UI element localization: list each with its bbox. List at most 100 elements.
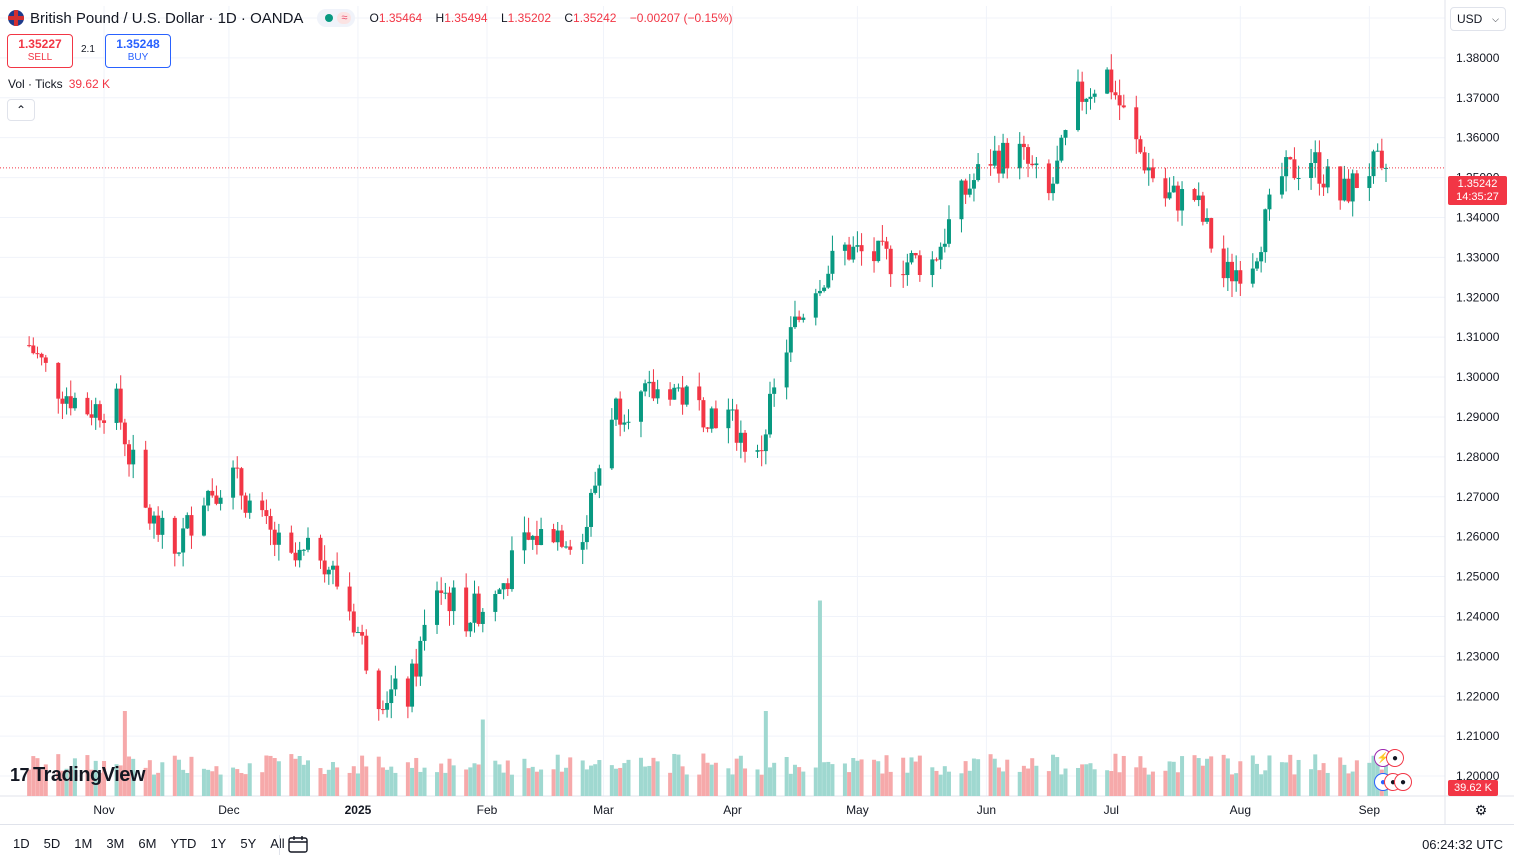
volume-bar [160,762,165,796]
volume-bar [68,769,73,796]
volume-bar [1205,758,1210,796]
range-6m[interactable]: 6M [138,836,157,851]
volume-bar [705,762,710,796]
candle-body [268,516,273,530]
candle-body [655,389,660,399]
candle-body [131,449,136,465]
us-flag-event-icon[interactable]: ● [1394,773,1412,791]
volume-bar [559,771,564,796]
volume-bar [1150,771,1155,796]
candle-body [788,327,793,353]
candle-body [330,565,335,570]
range-5y[interactable]: 5Y [240,836,257,851]
candle-body [1375,150,1380,152]
volume-bar [301,764,306,796]
range-3m[interactable]: 3M [106,836,125,851]
uk-flag-event-icon[interactable]: ● [1386,749,1404,767]
buy-button[interactable]: 1.35248 BUY [105,34,171,68]
last-price-value: 1.35242 [1457,178,1498,190]
candle-body [480,611,485,624]
y-tick-label: 1.28000 [1456,450,1500,464]
volume-bar [522,758,527,796]
volume-bar [1346,773,1351,796]
volume-bar [260,772,265,796]
candle-body [231,467,236,498]
candle-body [1196,195,1201,201]
volume-bar [355,773,360,796]
volume-bar [364,766,369,796]
volume-bar [60,770,65,796]
volume-bar [876,761,881,796]
volume-bar [701,753,706,796]
candle-body [859,245,864,252]
candle-body [534,535,539,546]
candle-body [1338,166,1343,201]
volume-bar [422,767,427,796]
candle-body [1234,270,1239,282]
volume-bar [231,767,236,796]
candle-body [27,345,32,347]
candle-body [1063,130,1068,138]
candle-body [306,537,310,550]
events-icons[interactable]: ⚡ ● ● ● ● [1374,747,1414,795]
range-5d[interactable]: 5D [43,836,61,851]
volume-legend[interactable]: Vol · Ticks 39.62 K [8,77,110,91]
volume-bar [31,756,36,796]
last-price-label: 1.35242 14:35:27 [1448,176,1507,205]
x-tick-label: Jun [977,803,996,817]
market-status-pill[interactable]: ≈ [317,9,356,27]
volume-bar [476,764,481,796]
candle-body [738,432,743,443]
volume-bar [335,767,340,796]
candle-body [422,624,427,641]
volume-bar [1109,770,1114,796]
volume-bar [1238,761,1243,796]
candle-body [351,611,356,633]
x-tick-label: Nov [93,803,114,817]
candle-body [643,383,648,392]
volume-bar [1267,755,1272,796]
candle-body [672,387,677,400]
volume-bar [755,769,760,796]
candle-body [1230,261,1234,282]
candle-body [472,593,477,623]
range-1y[interactable]: 1Y [210,836,227,851]
low-value: 1.35202 [507,11,552,25]
symbol-title[interactable]: British Pound / U.S. Dollar · 1D · OANDA [30,9,304,27]
collapse-legend-button[interactable]: ⌃ [7,99,35,121]
volume-bar [1325,772,1330,796]
candle-body [526,532,531,540]
candle-body [626,421,631,423]
range-ytd[interactable]: YTD [170,836,197,851]
range-1d[interactable]: 1D [13,836,30,851]
candle-body [593,485,598,493]
range-1m[interactable]: 1M [74,836,93,851]
tradingview-logo[interactable]: 17 TradingView [10,763,145,787]
candle-body [201,505,206,536]
chart-settings-icon[interactable]: ⚙ [1474,801,1488,818]
volume-bar [917,755,922,796]
volume-bar [509,774,514,796]
volume-bar [884,755,889,796]
candle-body [1034,163,1039,166]
chevron-down-icon: ⌵ [1492,13,1499,24]
candle-body [609,419,614,469]
calendar-icon[interactable] [288,835,308,853]
price-chart[interactable]: 1.390001.380001.370001.360001.350001.340… [0,0,1514,825]
volume-bar [934,770,939,796]
volume-bar [243,774,248,796]
volume-bar [318,768,323,796]
volume-bar [156,772,161,796]
utc-clock[interactable]: 06:24:32 UTC [1422,837,1503,852]
volume-bar [768,767,772,796]
volume-bar [497,764,502,796]
currency-select[interactable]: USD ⌵ [1450,7,1506,31]
volume-bar [239,772,244,796]
candle-body [1175,185,1180,211]
volume-bar [971,758,976,796]
candle-body [235,467,240,469]
volume-bar [1021,765,1026,796]
range-all[interactable]: All [270,836,285,851]
sell-button[interactable]: 1.35227 SELL [7,34,73,68]
volume-bar [1292,774,1297,796]
